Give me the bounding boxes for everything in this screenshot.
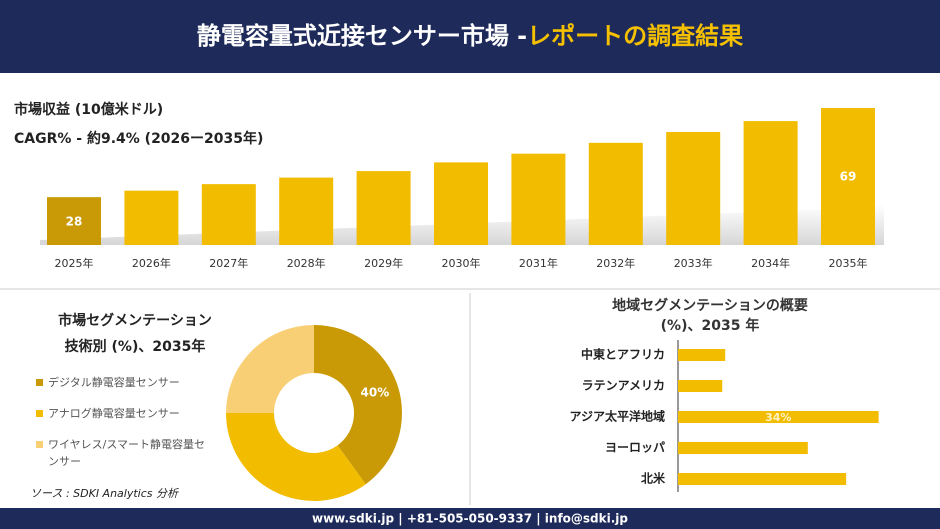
chart-title: 地域セグメンテーションの概要 (%)、2035 年 [612, 298, 808, 334]
bar [511, 153, 566, 245]
bar [678, 411, 879, 423]
bar [279, 177, 334, 245]
bar [434, 162, 488, 245]
chart-title: 市場セグメンテーション [58, 313, 212, 329]
bar [666, 131, 721, 245]
footer-band [0, 508, 940, 529]
footer: www.sdki.jp | +81-505-050-9337 | info@sd… [312, 512, 628, 526]
bar [356, 171, 411, 245]
bar [588, 142, 643, 245]
legend-swatch [36, 410, 43, 417]
donut-segment [226, 325, 314, 413]
bar [678, 473, 847, 485]
legend-item: デジタル静電容量センサー [36, 374, 208, 391]
bar [201, 184, 256, 245]
x-tick-label: 2029年 [364, 256, 403, 270]
y-tick-label: ラテンアメリカ [582, 379, 665, 393]
bar [678, 349, 726, 361]
bar [47, 197, 101, 245]
x-tick-label: 2034年 [751, 256, 790, 270]
legend-item: アナログ静電容量センサー [36, 405, 208, 422]
donut-segment [314, 325, 402, 485]
chart-subtitle: CAGR% - 約9.4% (2026ー2035年) [14, 130, 263, 147]
legend-label: デジタル静電容量センサー [48, 376, 180, 389]
header-title: 静電容量式近接センサー市場 -レポートの調査結果 [197, 22, 743, 50]
y-tick-label: 北米 [641, 471, 666, 486]
x-tick-label: 2030年 [442, 256, 481, 270]
title-highlight: レポートの調査結果 [527, 22, 743, 50]
value-label: 40% [361, 386, 390, 400]
legend-item: ワイヤレス/スマート静電容量センサー [36, 436, 208, 470]
x-tick-label: 2032年 [596, 256, 635, 270]
x-tick-label: 2035年 [829, 256, 868, 270]
x-tick-label: 2028年 [287, 256, 326, 270]
bar [678, 442, 808, 454]
y-tick-label: 中東とアフリカ [581, 347, 665, 362]
bar [821, 108, 875, 245]
donut-segment [226, 413, 366, 501]
donut-titles: 市場セグメンテーション 技術別 (%)、2035年 [30, 308, 240, 360]
bar [743, 121, 798, 245]
chart-subtitle: 技術別 (%)、2035年 [64, 339, 206, 355]
x-tick-label: 2033年 [674, 256, 713, 270]
value-label: 34% [765, 411, 791, 424]
bar [124, 190, 179, 245]
value-label: 69 [840, 170, 857, 184]
legend-swatch [36, 379, 43, 386]
header-band [0, 0, 940, 73]
value-label: 28 [66, 215, 83, 229]
x-tick-label: 2026年 [132, 256, 171, 270]
legend-swatch [36, 441, 43, 448]
x-tick-label: 2031年 [519, 256, 558, 270]
title-main: 静電容量式近接センサー市場 - [197, 22, 527, 50]
x-tick-label: 2025年 [55, 256, 94, 270]
y-tick-label: ヨーロッパ [605, 441, 665, 455]
chart-title: 市場収益 (10億米ドル) [14, 101, 163, 118]
source: ソース : SDKI Analytics 分析 [30, 487, 180, 500]
bar [678, 380, 723, 392]
x-tick-label: 2027年 [209, 256, 248, 270]
legend-label: ワイヤレス/スマート静電容量センサー [48, 438, 206, 468]
legend-label: アナログ静電容量センサー [48, 407, 180, 420]
y-tick-label: アジア太平洋地域 [569, 409, 665, 424]
